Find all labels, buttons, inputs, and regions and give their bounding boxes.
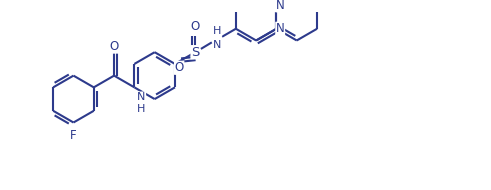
Text: N: N (213, 40, 221, 50)
Text: N
H: N H (137, 92, 145, 114)
Text: N: N (276, 0, 285, 12)
Text: N: N (276, 22, 285, 35)
Text: O: O (175, 61, 184, 74)
Text: O: O (109, 40, 119, 53)
Text: F: F (70, 129, 77, 142)
Text: O: O (191, 20, 200, 33)
Text: S: S (191, 46, 199, 59)
Text: H: H (213, 26, 221, 36)
